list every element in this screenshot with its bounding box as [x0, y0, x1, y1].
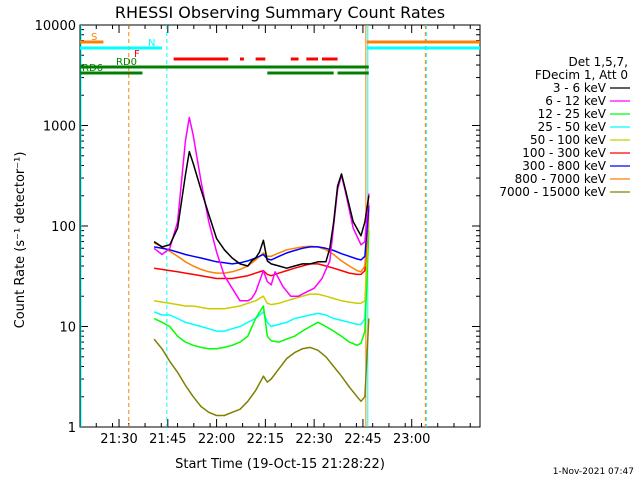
flag-label-s: S: [91, 32, 97, 43]
x-tick-label: 22:30: [295, 432, 332, 447]
legend-header: Det 1,5,7,: [569, 55, 629, 69]
x-tick-label: 23:00: [393, 432, 430, 447]
x-tick-label: 21:45: [149, 432, 186, 447]
x-tick-label: 21:30: [100, 432, 137, 447]
legend-item-label: 7000 - 15000 keV: [499, 185, 606, 199]
series-line-5: [153, 208, 370, 280]
chart-title: RHESSI Observing Summary Count Rates: [115, 3, 445, 22]
x-tick-label: 22:45: [344, 432, 381, 447]
x-tick-label: 22:00: [198, 432, 235, 447]
legend-item-label: 12 - 25 keV: [538, 107, 607, 121]
y-tick-label: 1: [68, 421, 76, 436]
x-tick-label: 22:15: [247, 432, 284, 447]
footer-date: 1-Nov-2021 07:47: [553, 467, 634, 477]
series-line-2: [153, 230, 370, 350]
y-tick-label: 1000: [43, 120, 76, 135]
y-tick-label: 100: [51, 220, 76, 235]
x-axis-title: Start Time (19-Oct-15 21:28:22): [175, 457, 385, 472]
series-line-6: [153, 205, 370, 265]
series-line-8: [153, 318, 370, 417]
series-line-4: [153, 214, 370, 310]
y-axis-title: Count Rate (s⁻¹ detector⁻¹): [13, 152, 28, 329]
plot-layer: 21:30 21:45 22:00 22:15 22:30 22:45 23:00 1 10 10…: [35, 19, 481, 447]
flag-label-rd0: RD0: [116, 57, 137, 68]
legend-item-label: 50 - 100 keV: [530, 133, 607, 147]
series-line-1: [153, 116, 370, 302]
series-line-3: [153, 221, 370, 332]
legend-item-label: 6 - 12 keV: [545, 94, 607, 108]
legend-header: FDecim 1, Att 0: [535, 68, 628, 82]
y-tick-label: 10: [59, 321, 76, 336]
legend-item-label: 3 - 6 keV: [553, 81, 607, 95]
legend-item-label: 800 - 7000 keV: [515, 172, 607, 186]
series-line-7: [153, 202, 370, 274]
y-tick-label: 10000: [35, 19, 76, 34]
legend-item-label: 300 - 800 keV: [522, 159, 606, 173]
series-line-0: [153, 150, 370, 269]
flag-label-n: N: [148, 38, 155, 49]
flag-label-f: F: [134, 49, 140, 60]
legend-item-label: 100 - 300 keV: [522, 146, 606, 160]
flag-label-rd6: RD6: [82, 63, 103, 74]
legend-item-label: 25 - 50 keV: [538, 120, 607, 134]
